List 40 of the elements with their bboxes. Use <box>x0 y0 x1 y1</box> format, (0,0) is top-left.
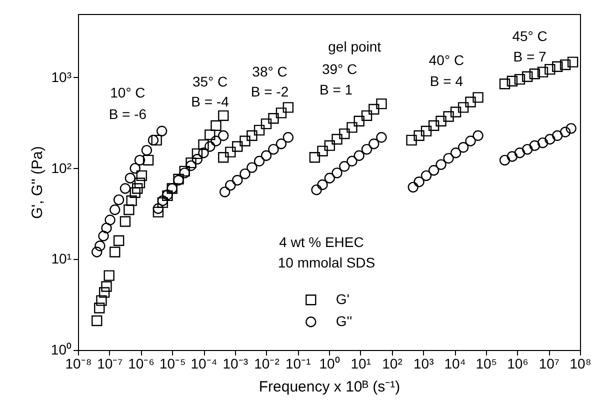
annotation: 40° C <box>428 52 464 68</box>
x-tick-label: 10⁴ <box>444 356 466 372</box>
y-tick-label: 10⁰ <box>50 342 72 358</box>
y-tick-label: 10¹ <box>51 250 72 267</box>
x-tick-label: 10⁸ <box>570 356 592 372</box>
x-tick-label: 10⁰ <box>319 356 340 372</box>
annotation: B = 1 <box>319 81 353 98</box>
annotation: B = -6 <box>108 106 147 122</box>
legend-label: G'' <box>336 312 352 329</box>
annotation: 10 mmolal SDS <box>278 254 376 271</box>
y-axis-title: G', G'' (Pa) <box>28 146 46 219</box>
annotation: B = 4 <box>430 73 464 90</box>
x-tick-label: 10³ <box>414 356 434 372</box>
y-tick-label: 10³ <box>51 68 72 85</box>
x-tick-label: 10⁶ <box>507 356 528 372</box>
x-tick-label: 10⁵ <box>476 356 498 372</box>
x-tick-label: 10⁻⁵ <box>159 356 186 372</box>
annotation: 45° C <box>512 28 548 44</box>
annotation: 35° C <box>192 74 228 90</box>
x-tick-label: 10⁻⁶ <box>128 356 154 372</box>
x-axis-title: Frequency x 10ᴮ (s⁻¹) <box>258 378 400 396</box>
x-tick-label: 10⁻³ <box>222 356 248 372</box>
x-tick-label: 10¹ <box>350 356 372 372</box>
x-tick-label: 10⁻² <box>254 356 280 372</box>
x-tick-label: 10⁷ <box>538 356 560 372</box>
annotation: B = -4 <box>191 93 230 110</box>
x-tick-label: 10² <box>382 356 403 372</box>
annotation: B = -2 <box>250 84 289 100</box>
y-tick-label: 10² <box>51 160 72 176</box>
annotation: gel point <box>328 38 382 54</box>
annotation: 4 wt % EHEC <box>279 234 364 250</box>
annotation: 39° C <box>322 61 358 78</box>
x-tick-label: 10⁻⁷ <box>97 356 123 372</box>
x-tick-label: 10⁻⁸ <box>65 356 92 372</box>
legend-label: G' <box>336 290 350 307</box>
annotation: 10° C <box>110 84 146 101</box>
x-tick-label: 10⁻¹ <box>286 356 312 372</box>
annotation: B = 7 <box>513 48 547 64</box>
x-tick-label: 10⁻⁴ <box>190 356 218 372</box>
annotation: 38° C <box>252 63 288 80</box>
